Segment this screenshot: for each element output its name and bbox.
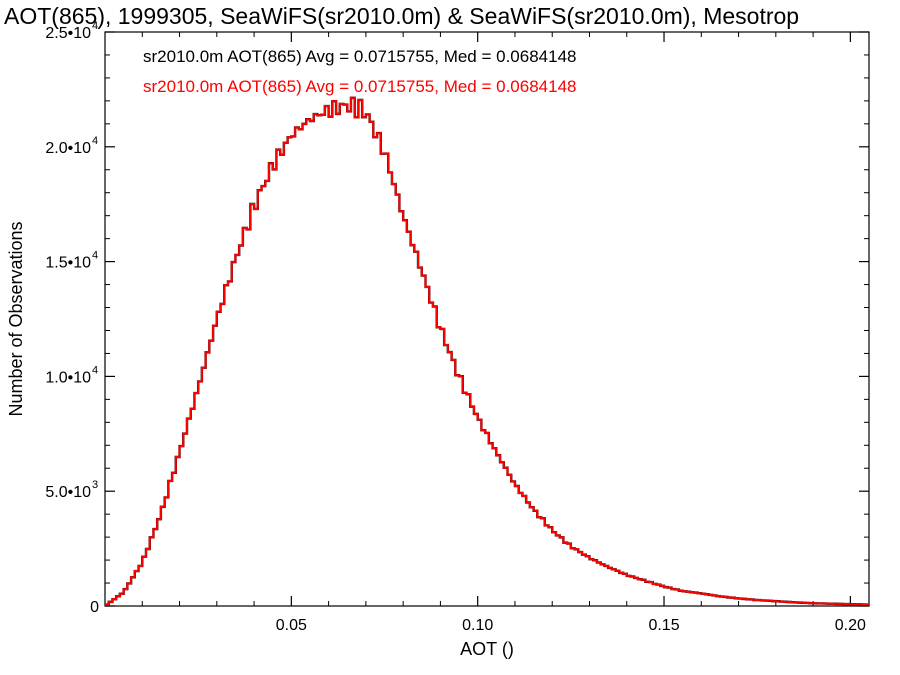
y-axis: 05.0•10 31.0•10 41.5•10 42.0•10 42.5•10 4 (45, 20, 869, 616)
histogram-series-black (105, 96, 869, 606)
histogram-series-red (105, 96, 869, 606)
x-tick-label: 0.20 (835, 617, 866, 634)
y-tick-exponent: 4 (92, 20, 98, 32)
y-tick-label: 2.0•10 (45, 140, 91, 157)
series-layer (105, 96, 869, 606)
y-axis-label: Number of Observations (6, 221, 26, 416)
x-tick-label: 0.05 (276, 617, 307, 634)
legend-entry-red: sr2010.0m AOT(865) Avg = 0.0715755, Med … (143, 77, 577, 96)
y-tick-label: 1.0•10 (45, 369, 91, 386)
y-tick-label: 2.5•10 (45, 25, 91, 42)
legend: sr2010.0m AOT(865) Avg = 0.0715755, Med … (143, 47, 577, 96)
y-tick-label: 5.0•10 (45, 484, 91, 501)
y-tick-exponent: 3 (92, 479, 98, 491)
x-tick-label: 0.10 (462, 617, 493, 634)
y-tick-exponent: 4 (92, 250, 98, 262)
legend-entry-black: sr2010.0m AOT(865) Avg = 0.0715755, Med … (143, 47, 577, 66)
y-tick-exponent: 4 (92, 135, 98, 147)
y-tick-label: 0 (90, 599, 99, 616)
chart-title: AOT(865), 1999305, SeaWiFS(sr2010.0m) & … (4, 3, 799, 29)
x-axis: 0.05 0.10 0.15 0.20 (141, 32, 866, 634)
y-tick-label: 1.5•10 (45, 255, 91, 272)
plot-frame (104, 31, 870, 607)
x-tick-label: 0.15 (648, 617, 679, 634)
y-tick-exponent: 4 (92, 364, 98, 376)
x-axis-label: AOT () (460, 639, 514, 659)
